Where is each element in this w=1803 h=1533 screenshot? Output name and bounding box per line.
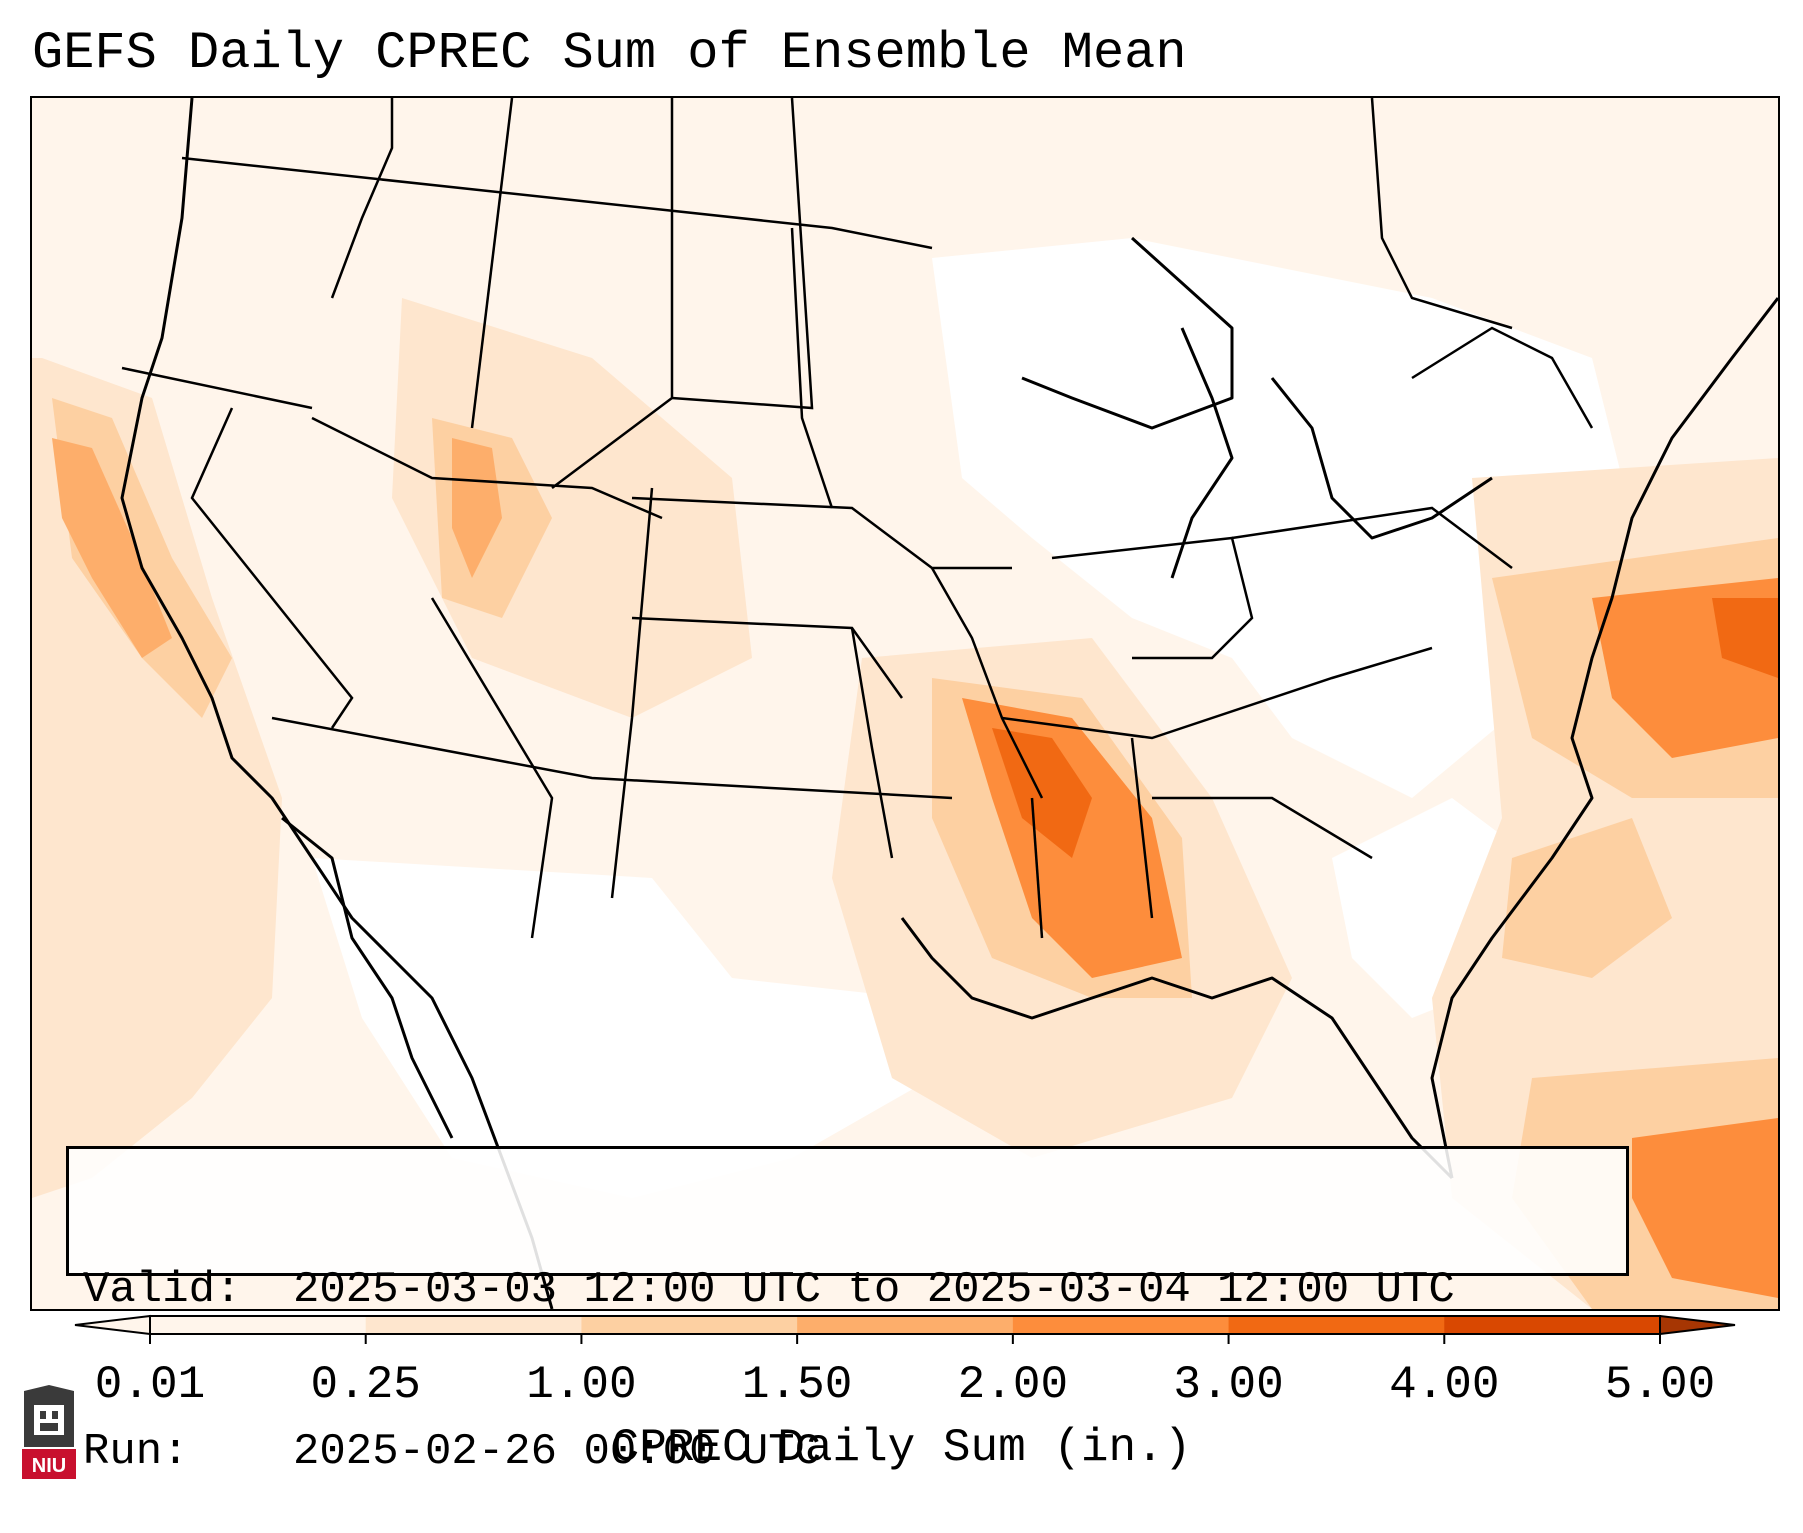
colorbar-segment [150, 1316, 367, 1334]
colorbar [74, 1314, 1736, 1344]
valid-run-info-box: Valid: 2025-03-03 12:00 UTC to 2025-03-04… [66, 1146, 1629, 1477]
colorbar-tick-label: 2.00 [957, 1359, 1069, 1411]
border-southwest [271, 716, 953, 800]
border-pennsylvania [1231, 506, 1513, 569]
colorbar-title: CPREC Daily Sum (in.) [611, 1422, 1192, 1474]
logo-window-left [40, 1411, 46, 1419]
precip-light-rockies [392, 298, 752, 718]
lake-huron-erie [1270, 377, 1493, 540]
border-al-ga [1130, 737, 1154, 919]
border-az-nm [430, 597, 554, 939]
colorbar-tick-label: 0.25 [310, 1359, 421, 1411]
border-id-ut [311, 416, 663, 520]
colorbar-tick-label: 3.00 [1173, 1359, 1284, 1411]
precip-heavy-california [52, 438, 172, 658]
colorbar-extend-high [1659, 1314, 1736, 1336]
border-ms-al [1030, 797, 1044, 939]
valid-value: 2025-03-03 12:00 UTC to 2025-03-04 12:00… [293, 1265, 1455, 1315]
colorbar-tick-label: 0.01 [94, 1359, 206, 1411]
gulf-coastline [900, 917, 1454, 1180]
logo-window-bottom [40, 1423, 58, 1431]
border-mt-nd [671, 98, 814, 410]
pacific-coastline [120, 98, 554, 1309]
precip-heavy-utah [452, 438, 502, 578]
border-ohio-valley [1051, 536, 1254, 660]
precip-medium-carolina-offshore [1502, 818, 1672, 978]
niu-logo: NIU [22, 1385, 76, 1479]
border-mo-ar [850, 627, 894, 859]
precip-none-mexico [312, 858, 932, 1198]
run-value: 2025-02-26 00:00 UTC [293, 1427, 822, 1477]
colorbar-segment [1228, 1316, 1445, 1334]
precip-max-atlantic [1712, 598, 1778, 678]
map-canvas [32, 98, 1778, 1309]
precip-max-arkansas [992, 728, 1092, 858]
colorbar-segment [1444, 1316, 1661, 1334]
border-mississippi-river [930, 567, 1044, 799]
border-new-england [1411, 326, 1594, 429]
valid-label: Valid: [83, 1265, 242, 1315]
border-ne-ks [631, 496, 1012, 570]
colorbar-tick-label: 5.00 [1604, 1359, 1716, 1411]
logo-window-right [52, 1411, 58, 1419]
colorbar-tick-label: 4.00 [1389, 1359, 1500, 1411]
colorbar-extend-low [74, 1314, 151, 1336]
colorbar-segment [581, 1316, 798, 1334]
logo-banner [22, 1449, 76, 1479]
border-id-mt [330, 98, 394, 299]
border-or-ca [121, 366, 313, 410]
border-co-nm-tx [610, 487, 654, 899]
border-tn-kentucky [1001, 646, 1433, 740]
coastlines-borders [120, 98, 1778, 1309]
border-canada-east [1370, 98, 1513, 330]
map-title: GEFS Daily CPREC Sum of Ensemble Mean [32, 24, 1187, 83]
atlantic-coastline [1430, 297, 1778, 1179]
great-lakes-outline [1021, 236, 1234, 430]
border-nv [190, 407, 354, 729]
precip-heavy-bahamas [1632, 1118, 1778, 1298]
state-borders [121, 98, 1594, 939]
border-canada-west [181, 156, 933, 250]
border-mn-dakotas [790, 227, 834, 509]
valid-row: Valid: 2025-03-03 12:00 UTC to 2025-03-04… [83, 1263, 1612, 1317]
run-label: Run: [83, 1427, 189, 1477]
baja-coastline [281, 816, 454, 1139]
colorbar-segment [365, 1316, 582, 1334]
lake-michigan [1170, 327, 1234, 579]
colorbar-tick-label: 1.00 [526, 1359, 637, 1411]
precip-none-east [932, 238, 1632, 798]
colorbar-tick-label: 1.50 [741, 1359, 853, 1411]
border-ga-sc [1152, 796, 1373, 860]
colorbar-segment [797, 1316, 1014, 1334]
border-wy-west [470, 98, 514, 429]
colorbar-outline [149, 1315, 1661, 1335]
colorbar-segment [1012, 1316, 1230, 1334]
run-row: Run: 2025-02-26 00:00 UTC [83, 1425, 1612, 1479]
precipitation-map[interactable] [30, 96, 1780, 1311]
logo-text: NIU [32, 1455, 66, 1477]
